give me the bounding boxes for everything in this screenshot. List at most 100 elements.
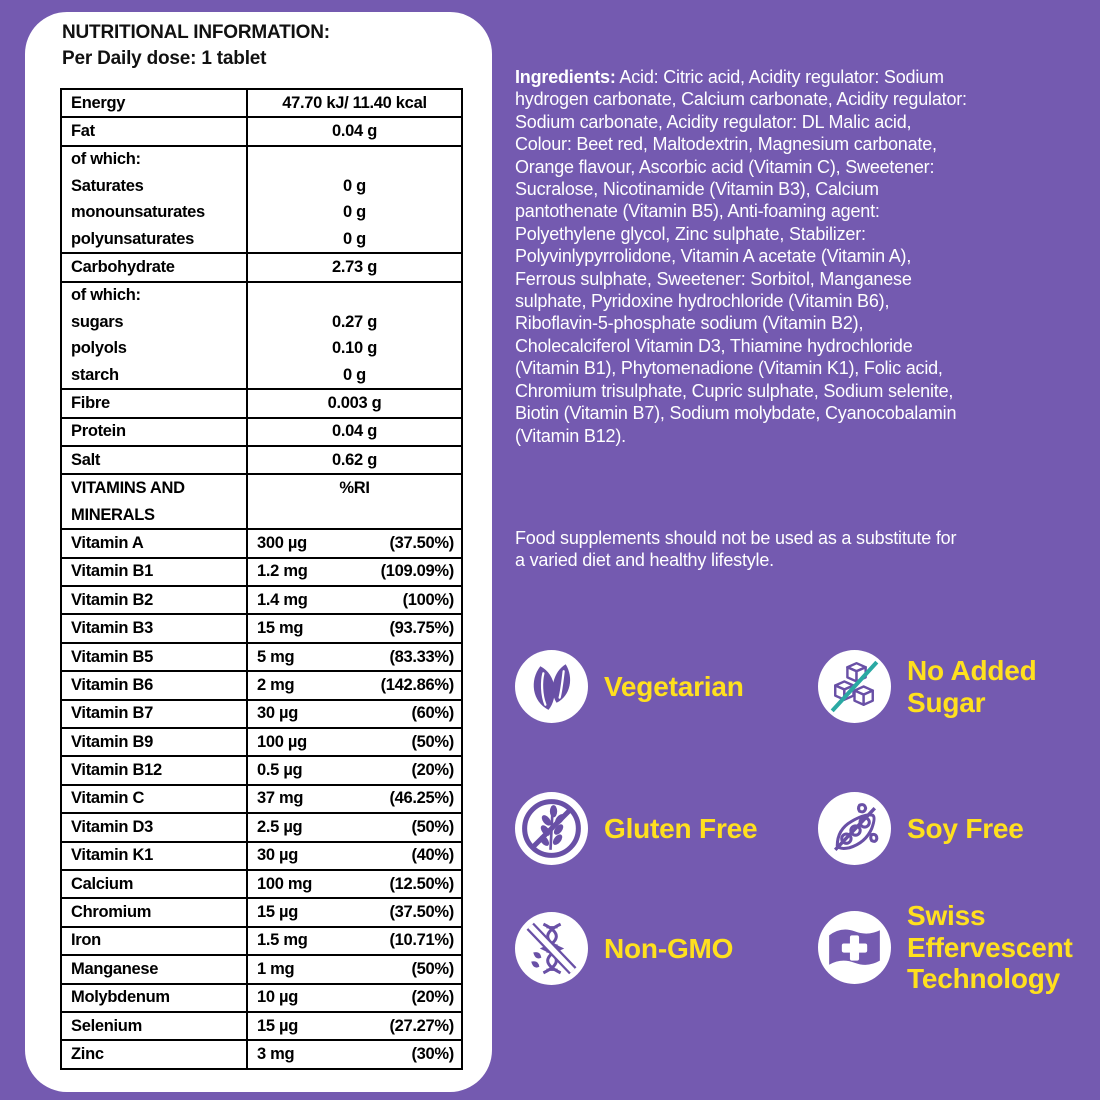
- row-value: 0.04 g: [332, 422, 377, 441]
- table-row: Zinc 3 mg (30%): [62, 1039, 461, 1068]
- nutrient-ri: (27.27%): [389, 1016, 454, 1035]
- row-label: sugars: [71, 312, 124, 331]
- nutrient-name: Vitamin B6: [71, 675, 153, 694]
- nutrient-name: Manganese: [71, 959, 159, 978]
- badge-no-added-sugar: No Added Sugar: [818, 650, 1077, 723]
- table-row: Calcium 100 mg (12.50%): [62, 868, 461, 898]
- disclaimer-text: Food supplements should not be used as a…: [515, 528, 957, 571]
- table-row: Molybdenum 10 µg (20%): [62, 982, 461, 1011]
- row-label: starch: [71, 365, 119, 384]
- nutrient-ri: (46.25%): [389, 789, 454, 808]
- table-row: Chromium 15 µg (37.50%): [62, 897, 461, 926]
- nutrient-amount: 2 mg: [257, 675, 295, 694]
- nutrient-amount: 1.4 mg: [257, 590, 308, 609]
- group-header: of which:: [71, 150, 141, 169]
- nutrient-name: Iron: [71, 931, 101, 950]
- row-value: 2.73 g: [332, 258, 377, 277]
- nutrient-name: Vitamin K1: [71, 846, 153, 865]
- nutrient-amount: 1.5 mg: [257, 931, 308, 950]
- nutrient-amount: 3 mg: [257, 1044, 295, 1063]
- row-value: 0.003 g: [327, 393, 382, 412]
- row-label: Salt: [71, 450, 101, 469]
- badge-label: Non-GMO: [604, 932, 734, 964]
- row-label: Fibre: [71, 393, 110, 412]
- row-label: monounsaturates: [71, 203, 205, 222]
- section-label: VITAMINS AND: [71, 479, 185, 498]
- table-row: Selenium 15 µg (27.27%): [62, 1010, 461, 1040]
- nutrient-name: Vitamin B5: [71, 647, 153, 666]
- nutrient-name: Molybdenum: [71, 988, 170, 1007]
- row-value: 0.27 g: [332, 312, 377, 331]
- panel-subtitle: Per Daily dose: 1 tablet: [62, 48, 267, 69]
- row-value: 0.04 g: [332, 122, 377, 141]
- nutrient-amount: 2.5 µg: [257, 817, 303, 836]
- badge-non-gmo: Non-GMO: [515, 912, 733, 985]
- nutrient-ri: (109.09%): [380, 562, 455, 581]
- group-spacer: [248, 147, 461, 173]
- row-value: 0.10 g: [332, 339, 377, 358]
- table-row: Protein 0.04 g: [62, 416, 461, 446]
- badge-gluten-free: Gluten Free: [515, 792, 758, 865]
- nutrient-amount: 15 µg: [257, 903, 299, 922]
- table-row: Energy 47.70 kJ/ 11.40 kcal: [62, 90, 461, 117]
- badge-label: Gluten Free: [604, 812, 758, 844]
- nutrient-ri: (93.75%): [389, 619, 454, 638]
- nutrient-name: Vitamin D3: [71, 817, 153, 836]
- nutrient-ri: (40%): [411, 846, 454, 865]
- table-row: Vitamin A 300 µg (37.50%): [62, 528, 461, 557]
- nutrient-amount: 100 mg: [257, 874, 313, 893]
- badge-label: Vegetarian: [604, 670, 744, 702]
- ingredients-text: Acid: Citric acid, Acidity regulator: So…: [515, 67, 967, 446]
- nutrient-amount: 15 µg: [257, 1016, 299, 1035]
- nutrient-name: Vitamin B7: [71, 704, 153, 723]
- nutrient-name: Selenium: [71, 1016, 142, 1035]
- nutrient-name: Vitamin B9: [71, 732, 153, 751]
- table-row: VITAMINS AND MINERALS %RI: [62, 473, 461, 529]
- nutrient-ri: (12.50%): [389, 874, 454, 893]
- badge-label: Soy Free: [907, 812, 1024, 844]
- nutrient-ri: (20%): [411, 988, 454, 1007]
- nutrient-amount: 1.2 mg: [257, 562, 308, 581]
- nutrient-amount: 30 µg: [257, 704, 299, 723]
- nutrient-amount: 30 µg: [257, 846, 299, 865]
- panel-title: NUTRITIONAL INFORMATION:: [62, 22, 330, 43]
- nutrient-amount: 10 µg: [257, 988, 299, 1007]
- nutrient-name: Vitamin B3: [71, 619, 153, 638]
- nutrient-name: Vitamin B12: [71, 761, 162, 780]
- row-value: 0 g: [343, 365, 366, 384]
- nutrient-amount: 0.5 µg: [257, 761, 303, 780]
- section-ri-header: %RI: [339, 479, 370, 498]
- row-label: Protein: [71, 422, 126, 441]
- badge-swiss-effervescent: Swiss Effervescent Technology: [818, 900, 1100, 995]
- table-row: Iron 1.5 mg (10.71%): [62, 925, 461, 955]
- row-label: polyols: [71, 339, 127, 358]
- badge-label: No Added Sugar: [907, 654, 1037, 718]
- table-row: Vitamin B9 100 µg (50%): [62, 726, 461, 756]
- group-spacer: [248, 283, 461, 309]
- row-label: Fat: [71, 122, 95, 141]
- table-row: Vitamin B12 0.5 µg (20%): [62, 755, 461, 784]
- row-label: Carbohydrate: [71, 258, 175, 277]
- nutrient-amount: 37 mg: [257, 789, 304, 808]
- table-row: Manganese 1 mg (50%): [62, 954, 461, 983]
- nutrient-ri: (37.50%): [389, 903, 454, 922]
- table-row: Fat 0.04 g: [62, 116, 461, 145]
- section-label: MINERALS: [71, 505, 155, 524]
- nutrient-name: Vitamin C: [71, 789, 145, 808]
- nutrient-ri: (100%): [402, 590, 455, 609]
- nutrient-amount: 15 mg: [257, 619, 304, 638]
- row-label: Saturates: [71, 176, 144, 195]
- nutrient-amount: 5 mg: [257, 647, 295, 666]
- nutrient-amount: 100 µg: [257, 732, 307, 751]
- table-row: Vitamin K1 30 µg (40%): [62, 840, 461, 869]
- nutrient-name: Zinc: [71, 1044, 104, 1063]
- group-header: of which:: [71, 286, 141, 305]
- table-row: Vitamin B3 15 mg (93.75%): [62, 613, 461, 642]
- nutrient-ri: (10.71%): [389, 931, 454, 950]
- ingredients-label: Ingredients:: [515, 67, 616, 87]
- table-row: of which: Saturates monounsaturates polyuns…: [62, 144, 461, 253]
- table-row: Vitamin B6 2 mg (142.86%): [62, 670, 461, 699]
- table-row: Salt 0.62 g: [62, 445, 461, 474]
- table-row: Vitamin B5 5 mg (83.33%): [62, 641, 461, 671]
